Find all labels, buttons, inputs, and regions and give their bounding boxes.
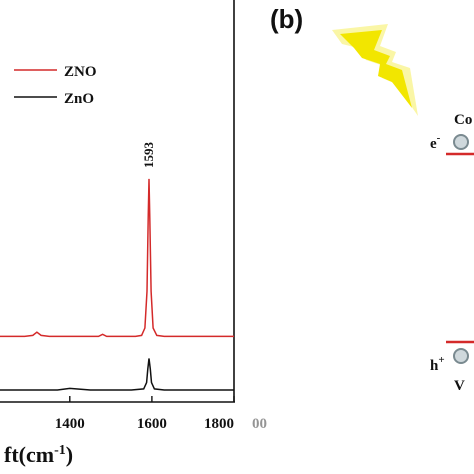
cb-electron-charge: - <box>437 132 441 144</box>
panel-label-b: (b) <box>270 4 303 34</box>
hole-icon <box>453 348 469 364</box>
conduction-band: e- Co <box>430 112 474 156</box>
cb-electron-symbol: e <box>430 136 437 152</box>
vb-hole-charge: + <box>438 354 444 366</box>
x-tick-label-remnant: 00 <box>252 416 267 432</box>
legend-label-zno: ZNO <box>64 64 97 80</box>
valence-band: h+ V <box>430 340 474 394</box>
x-tick-label-1800: 1800 <box>204 416 234 432</box>
x-tick-label-1600: 1600 <box>137 416 167 432</box>
cb-label-partial: Co <box>454 112 472 128</box>
ticks-layer: 1400 1600 1800 00 <box>55 396 267 432</box>
panel-b: (b) e- Co h+ V <box>270 4 474 394</box>
peak-annotation: 1593 <box>141 142 156 169</box>
vb-hole-symbol: h <box>430 358 439 374</box>
x-axis-title-sup: -1 <box>54 443 66 458</box>
series-line-0 <box>0 178 234 338</box>
raman-chart: 1400 1600 1800 00 ZNO ZnO 1593 ft(cm-1) <box>0 0 267 467</box>
lightning-bolt <box>340 30 412 108</box>
series-layer <box>0 178 234 391</box>
x-axis-title: ft(cm-1) <box>4 442 73 467</box>
x-tick-label-1400: 1400 <box>55 416 85 432</box>
series-line-1 <box>0 358 234 391</box>
electron-icon <box>453 134 469 150</box>
vb-label-partial: V <box>454 378 465 394</box>
cb-electron-label: e- <box>430 132 441 152</box>
legend-label-zno-black: ZnO <box>64 91 94 107</box>
lightning-icon <box>332 24 418 116</box>
x-axis-title-close: ) <box>66 442 73 467</box>
legend: ZNO ZnO <box>14 64 97 107</box>
x-axis-title-main: ft(cm <box>4 442 54 467</box>
vb-hole-label: h+ <box>430 354 445 374</box>
